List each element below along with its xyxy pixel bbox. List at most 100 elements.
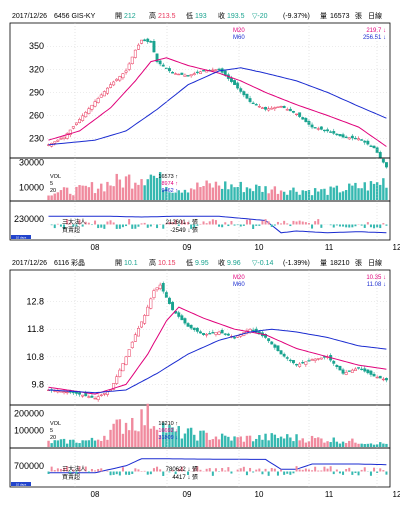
candle-body xyxy=(274,108,276,109)
volume-bar xyxy=(78,185,80,200)
institutional-net-bar xyxy=(265,469,267,472)
institutional-net-bar xyxy=(224,471,226,472)
vol-legend-value-3: 31809 ↓ xyxy=(158,435,178,441)
candle-body xyxy=(168,298,170,304)
volume-bar xyxy=(187,192,189,200)
inst-legend-label-2: 買賣超 xyxy=(62,226,80,234)
institutional-net-bar xyxy=(221,468,223,471)
candle-body xyxy=(323,130,325,131)
institutional-tick-label: 230000 xyxy=(14,214,44,224)
header-close-label: 收 xyxy=(218,258,225,267)
institutional-net-bar xyxy=(206,223,208,224)
volume-bar xyxy=(354,443,356,447)
volume-bar xyxy=(187,428,189,447)
institutional-net-bar xyxy=(51,225,53,226)
institutional-net-bar xyxy=(277,472,279,476)
volume-bar xyxy=(317,437,319,447)
volume-bar xyxy=(119,419,121,447)
price-tick-label: 350 xyxy=(29,41,44,51)
candle-body xyxy=(97,98,99,102)
volume-bar xyxy=(252,191,254,200)
header-period: 日線 xyxy=(368,11,382,20)
candle-body xyxy=(131,342,133,348)
volume-bar xyxy=(311,195,313,200)
candle-body xyxy=(202,333,204,334)
vol-legend-label: VOL xyxy=(50,174,61,180)
institutional-net-bar xyxy=(268,221,270,224)
volume-bar xyxy=(153,176,155,200)
institutional-net-bar xyxy=(289,225,291,227)
volume-bar xyxy=(320,438,322,447)
volume-bar xyxy=(348,441,350,447)
candle-body xyxy=(271,108,273,109)
volume-bar xyxy=(367,191,369,200)
candle-body xyxy=(283,106,285,108)
volume-bar xyxy=(143,425,145,447)
candle-body xyxy=(240,89,242,92)
institutional-net-bar xyxy=(144,223,146,225)
candle-body xyxy=(153,291,155,298)
inst-legend-value-2: -2549 ↓ 張 xyxy=(170,227,198,234)
candle-body xyxy=(140,322,142,327)
volume-bar xyxy=(311,436,313,447)
institutional-net-bar xyxy=(348,225,350,228)
volume-bar xyxy=(373,184,375,200)
volume-bar xyxy=(382,178,384,200)
candle-body xyxy=(286,357,288,358)
header-low-value: 193 xyxy=(195,13,207,20)
volume-bar xyxy=(72,195,74,200)
institutional-net-bar xyxy=(209,221,211,224)
candle-body xyxy=(280,106,282,107)
candle-body xyxy=(190,325,192,328)
institutional-net-bar xyxy=(215,468,217,471)
candle-body xyxy=(333,361,335,363)
volume-bar xyxy=(97,440,99,447)
institutional-net-bar xyxy=(243,467,245,472)
candle-body xyxy=(339,134,341,135)
candle-body xyxy=(209,333,211,334)
candle-body xyxy=(246,94,248,98)
header-open-label: 開 xyxy=(115,12,122,20)
institutional-net-bar xyxy=(144,471,146,472)
institutional-net-bar xyxy=(199,470,201,472)
candle-body xyxy=(122,74,124,78)
institutional-net-bar xyxy=(385,225,387,226)
institutional-net-bar xyxy=(299,221,301,225)
candle-body xyxy=(364,141,366,142)
candle-body xyxy=(345,372,347,374)
volume-bar xyxy=(326,441,328,447)
candle-body xyxy=(233,80,235,84)
ma20-legend-value: 219.7 ↓ xyxy=(366,28,386,34)
candle-body xyxy=(178,74,180,75)
volume-bar xyxy=(249,436,251,447)
volume-bar xyxy=(119,180,121,200)
candle-body xyxy=(196,72,198,73)
volume-bar xyxy=(342,191,344,200)
institutional-net-bar xyxy=(88,223,90,225)
institutional-net-bar xyxy=(364,225,366,228)
candle-body xyxy=(258,106,260,107)
institutional-net-bar xyxy=(283,221,285,225)
candle-body xyxy=(190,75,192,76)
institutional-net-bar xyxy=(150,225,152,227)
candle-body xyxy=(255,104,257,105)
volume-bar xyxy=(385,444,387,447)
candle-body xyxy=(60,391,62,392)
institutional-net-bar xyxy=(54,470,56,471)
volume-bar xyxy=(339,192,341,200)
candle-body xyxy=(360,369,362,370)
header-close-value: 9.96 xyxy=(227,260,241,267)
candle-body xyxy=(230,78,232,81)
volume-bar xyxy=(122,188,124,200)
institutional-net-bar xyxy=(240,468,242,471)
volume-bar xyxy=(209,183,211,200)
volume-bar xyxy=(184,434,186,447)
candle-body xyxy=(150,41,152,42)
volume-bar xyxy=(286,195,288,200)
institutional-net-bar xyxy=(227,467,229,471)
candle-body xyxy=(261,108,263,109)
volume-bar xyxy=(97,189,99,200)
candle-body xyxy=(63,392,65,393)
volume-bar xyxy=(333,188,335,200)
